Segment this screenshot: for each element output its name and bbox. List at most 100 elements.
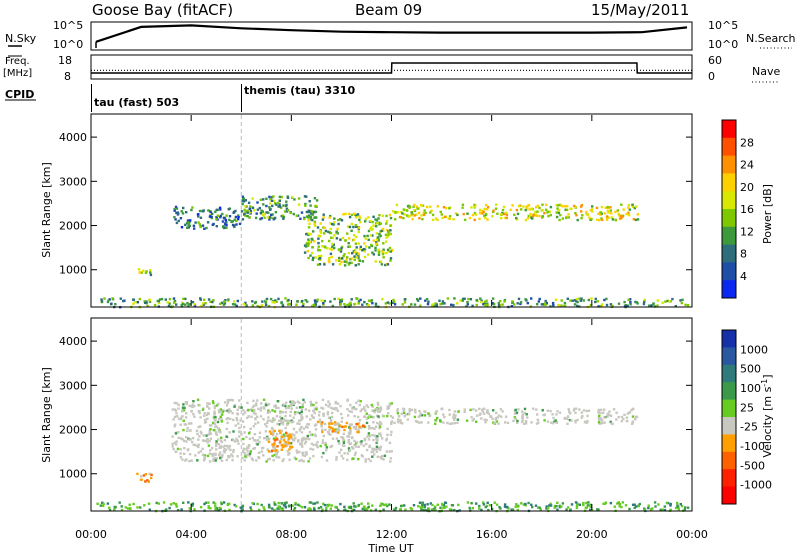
colorbar-cell <box>722 244 736 263</box>
backscatter-cell <box>298 429 302 432</box>
backscatter-cell <box>248 454 251 457</box>
backscatter-cell <box>241 195 245 198</box>
backscatter-cell <box>228 398 232 402</box>
backscatter-cell <box>207 209 210 212</box>
backscatter-cell <box>511 300 514 303</box>
backscatter-cell <box>346 452 349 455</box>
backscatter-cell <box>453 418 456 421</box>
backscatter-cell <box>248 452 252 455</box>
backscatter-cell <box>312 403 315 407</box>
backscatter-cell <box>575 297 579 301</box>
backscatter-cell <box>145 302 148 305</box>
freq-panel-frame <box>90 54 693 80</box>
backscatter-cell <box>350 436 354 440</box>
backscatter-cell <box>304 245 308 248</box>
backscatter-cell <box>544 299 547 303</box>
backscatter-cell <box>266 448 269 451</box>
backscatter-cell <box>197 438 200 441</box>
backscatter-cell <box>323 503 327 507</box>
backscatter-cell <box>329 433 332 436</box>
backscatter-cell <box>531 505 534 509</box>
backscatter-cell <box>423 503 426 507</box>
backscatter-cell <box>223 226 226 229</box>
backscatter-cell <box>406 418 409 421</box>
backscatter-cell <box>257 421 260 424</box>
backscatter-cell <box>469 408 472 412</box>
backscatter-cell <box>371 455 374 458</box>
backscatter-cell <box>275 300 278 303</box>
backscatter-cell <box>308 232 312 236</box>
backscatter-cell <box>242 425 246 429</box>
backscatter-cell <box>427 300 430 303</box>
backscatter-cell <box>428 414 431 418</box>
backscatter-cell <box>663 508 667 512</box>
backscatter-cell <box>669 504 672 507</box>
backscatter-cell <box>242 447 245 450</box>
backscatter-cell <box>686 304 690 307</box>
backscatter-cell <box>574 419 577 422</box>
backscatter-cell <box>363 250 366 253</box>
ytick-label: 3000 <box>59 175 87 188</box>
backscatter-cell <box>375 238 379 241</box>
backscatter-cell <box>347 251 351 255</box>
backscatter-cell <box>307 214 311 217</box>
backscatter-cell <box>505 216 508 220</box>
backscatter-cell <box>371 504 374 507</box>
backscatter-cell <box>242 450 245 453</box>
backscatter-cell <box>286 423 289 426</box>
backscatter-cell <box>481 408 484 411</box>
velocity-colorbar-title: Velocity [m s-1] <box>760 374 775 457</box>
backscatter-cell <box>259 406 263 409</box>
backscatter-cell <box>205 434 208 437</box>
backscatter-cell <box>631 203 634 206</box>
backscatter-cell <box>648 304 651 307</box>
backscatter-cell <box>463 408 466 411</box>
backscatter-cell <box>335 437 339 440</box>
backscatter-cell <box>110 302 113 305</box>
backscatter-cell <box>376 222 379 225</box>
backscatter-cell <box>627 211 630 214</box>
backscatter-cell <box>248 216 251 219</box>
backscatter-cell <box>482 503 486 506</box>
backscatter-cell <box>548 504 551 507</box>
backscatter-cell <box>574 206 577 209</box>
backscatter-cell <box>475 303 478 307</box>
backscatter-cell <box>234 440 237 443</box>
backscatter-cell <box>360 454 363 457</box>
backscatter-cell <box>388 450 391 453</box>
backscatter-cell <box>171 408 174 411</box>
backscatter-cell <box>334 428 337 431</box>
backscatter-cell <box>396 412 400 415</box>
backscatter-cell <box>301 299 304 303</box>
backscatter-cell <box>285 501 288 504</box>
backscatter-cell <box>575 506 579 510</box>
backscatter-cell <box>277 406 280 410</box>
backscatter-cell <box>530 216 533 219</box>
backscatter-cell <box>108 506 111 509</box>
backscatter-cell <box>238 435 241 438</box>
backscatter-cell <box>243 431 246 434</box>
ytick-label: 4000 <box>59 131 87 144</box>
backscatter-cell <box>566 205 569 208</box>
backscatter-cell <box>432 508 435 512</box>
backscatter-cell <box>355 401 358 404</box>
nave-tick-top: 60 <box>708 54 722 67</box>
backscatter-cell <box>466 212 469 215</box>
backscatter-cell <box>185 440 188 443</box>
backscatter-cell <box>279 411 282 415</box>
backscatter-cell <box>496 212 499 215</box>
freq-tick-bottom: 8 <box>64 70 71 83</box>
backscatter-cell <box>388 213 392 217</box>
backscatter-cell <box>669 502 672 506</box>
backscatter-cell <box>557 209 561 212</box>
backscatter-cell <box>329 214 332 218</box>
backscatter-cell <box>461 206 464 209</box>
backscatter-cell <box>377 221 381 224</box>
backscatter-cell <box>545 203 548 206</box>
backscatter-cell <box>385 236 388 239</box>
backscatter-cell <box>419 304 422 307</box>
backscatter-cell <box>480 300 483 304</box>
backscatter-cell <box>523 422 526 426</box>
backscatter-cell <box>310 212 313 215</box>
backscatter-cell <box>267 211 270 214</box>
